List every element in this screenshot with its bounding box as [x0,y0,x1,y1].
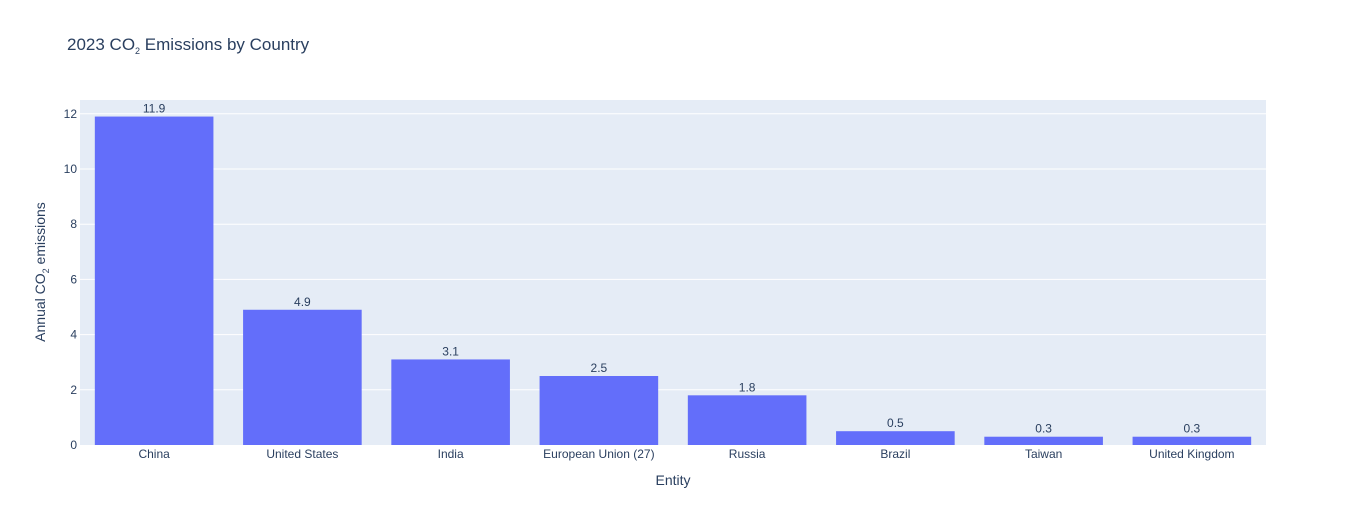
bar-value-label: 2.5 [591,361,608,375]
bar-value-label: 11.9 [143,102,166,116]
chart-title: 2023 CO2 Emissions by Country [67,35,310,56]
bar-value-label: 1.8 [739,380,756,394]
x-tick-label: India [438,447,464,461]
x-tick-label: European Union (27) [543,447,654,461]
y-axis-title-rest: emissions [32,202,48,268]
chart-title-rest: Emissions by Country [140,35,310,54]
y-tick-label: 10 [64,162,78,176]
y-axis-title: Annual CO2 emissions [32,202,51,342]
x-tick-label: United Kingdom [1149,447,1234,461]
y-axis-title-subscript: 2 [41,268,51,273]
bar [836,431,955,445]
bar-labels: 11.9 4.9 3.1 2.5 1.8 0.5 0.3 0.3 [143,102,1201,436]
x-axis-ticks: China United States India European Union (2… [138,447,1234,461]
y-axis-ticks: 0 2 4 6 8 10 12 [64,107,78,452]
bar [243,309,362,445]
y-tick-label: 0 [70,438,77,452]
y-tick-label: 8 [70,217,77,231]
bar [539,376,659,445]
chart-title-subscript: 2 [135,46,140,56]
x-tick-label: China [138,447,170,461]
y-axis-title-main: Annual CO [32,273,48,342]
x-tick-label: United States [266,447,338,461]
chart-title-main: 2023 CO [67,35,135,54]
bar-value-label: 0.3 [1184,422,1201,436]
y-tick-label: 6 [70,272,77,286]
bar [984,436,1103,445]
bar-value-label: 3.1 [442,344,459,358]
bar-value-label: 0.5 [887,416,904,430]
x-axis-title: Entity [655,472,690,488]
x-tick-label: Russia [729,447,766,461]
bars [94,116,1252,445]
x-tick-label: Taiwan [1025,447,1062,461]
bar [687,395,807,445]
bar [94,116,214,445]
bar-value-label: 4.9 [294,295,311,309]
bar [391,359,510,445]
y-tick-label: 2 [70,383,77,397]
bar [1132,436,1252,445]
y-tick-label: 12 [64,107,78,121]
y-tick-label: 4 [70,328,77,342]
bar-value-label: 0.3 [1035,422,1052,436]
x-tick-label: Brazil [880,447,910,461]
